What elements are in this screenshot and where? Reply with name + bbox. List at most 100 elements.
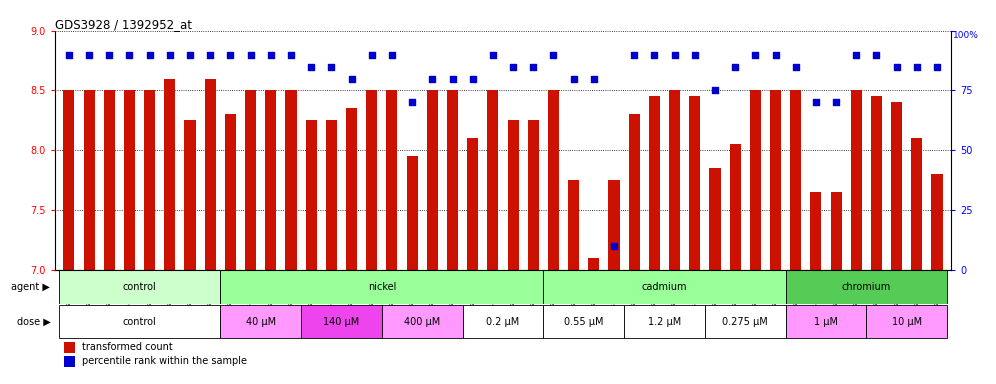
Bar (786, 305, 867, 338)
Point (586, 76, 602, 82)
Point (202, 51, 218, 58)
Text: transformed count: transformed count (82, 343, 172, 353)
Point (808, 99, 824, 106)
Bar (705, 305, 786, 338)
Bar (891, 103, 902, 270)
Bar (386, 91, 397, 270)
Bar (931, 174, 942, 270)
Bar (669, 91, 680, 270)
Bar (730, 144, 741, 270)
Text: 40 μM: 40 μM (246, 316, 276, 326)
Bar (589, 258, 600, 270)
Bar (871, 96, 882, 270)
Point (869, 51, 884, 58)
Bar (406, 156, 417, 270)
Bar (164, 79, 175, 270)
Bar (265, 91, 276, 270)
Text: 0.55 μM: 0.55 μM (564, 316, 604, 326)
Bar (306, 120, 317, 270)
Bar (144, 91, 155, 270)
Point (344, 76, 360, 82)
Point (888, 63, 904, 70)
Bar (426, 91, 438, 270)
Bar (786, 270, 947, 304)
Text: cadmium: cadmium (641, 282, 687, 292)
Point (424, 76, 440, 82)
Bar (811, 192, 822, 270)
Point (727, 63, 743, 70)
Point (263, 51, 279, 58)
Text: 1 μM: 1 μM (814, 316, 838, 326)
Text: dose ▶: dose ▶ (17, 316, 50, 326)
Point (828, 99, 844, 106)
Bar (447, 91, 458, 270)
Point (102, 51, 118, 58)
Point (222, 51, 238, 58)
Point (485, 51, 501, 58)
Bar (851, 91, 862, 270)
Text: chromium: chromium (842, 282, 891, 292)
Point (626, 51, 642, 58)
Text: control: control (123, 316, 156, 326)
Point (666, 51, 682, 58)
Point (444, 76, 460, 82)
Bar (462, 305, 544, 338)
Point (505, 63, 521, 70)
Text: agent ▶: agent ▶ (11, 282, 50, 292)
Point (909, 63, 925, 70)
Text: 0.275 μM: 0.275 μM (722, 316, 768, 326)
Text: 10 μM: 10 μM (891, 316, 922, 326)
Point (465, 76, 481, 82)
Bar (568, 180, 580, 270)
Bar (220, 270, 544, 304)
Point (606, 243, 622, 249)
Bar (184, 120, 195, 270)
Text: 400 μM: 400 μM (404, 316, 440, 326)
Point (768, 51, 784, 58)
Bar (709, 168, 720, 270)
Bar (831, 192, 842, 270)
Bar (544, 305, 624, 338)
Text: nickel: nickel (368, 282, 396, 292)
Bar (867, 305, 947, 338)
Bar (528, 120, 539, 270)
Text: percentile rank within the sample: percentile rank within the sample (82, 356, 247, 366)
Text: 1.2 μM: 1.2 μM (647, 316, 681, 326)
Point (61, 51, 77, 58)
Bar (84, 91, 95, 270)
Point (707, 88, 723, 94)
Bar (750, 91, 761, 270)
Bar (609, 180, 620, 270)
Point (849, 51, 865, 58)
Point (788, 63, 804, 70)
Text: 140 μM: 140 μM (324, 316, 360, 326)
Bar (548, 91, 559, 270)
Bar (59, 270, 220, 304)
Bar (508, 120, 519, 270)
Point (122, 51, 137, 58)
Bar (64, 342, 75, 353)
Bar (381, 305, 462, 338)
Point (687, 51, 703, 58)
Text: 0.2 μM: 0.2 μM (486, 316, 520, 326)
Point (525, 63, 541, 70)
Bar (286, 91, 297, 270)
Bar (301, 305, 381, 338)
Point (141, 51, 157, 58)
Bar (205, 79, 216, 270)
Bar (648, 96, 660, 270)
Point (182, 51, 198, 58)
Bar (104, 91, 115, 270)
Point (81, 51, 97, 58)
Point (243, 51, 259, 58)
Point (404, 99, 420, 106)
Point (162, 51, 178, 58)
Point (324, 63, 340, 70)
Point (364, 51, 379, 58)
Point (929, 63, 945, 70)
Bar (487, 91, 498, 270)
Bar (770, 91, 781, 270)
Point (546, 51, 562, 58)
Bar (220, 305, 301, 338)
Bar (124, 91, 135, 270)
